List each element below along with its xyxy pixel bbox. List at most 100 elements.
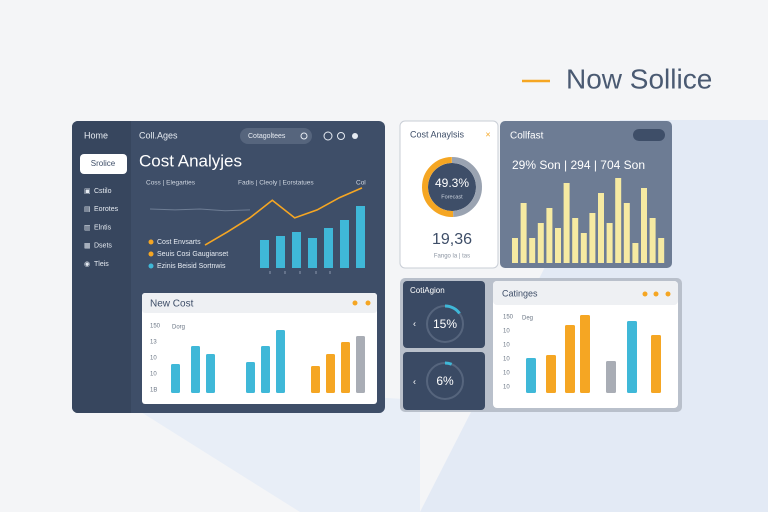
tab[interactable]: Coll.Ages — [139, 130, 178, 140]
close-icon[interactable]: × — [485, 129, 490, 139]
donut-remainder — [422, 157, 454, 217]
bar — [520, 203, 527, 263]
bar — [572, 218, 579, 263]
y-tick-label: 13 — [150, 340, 157, 346]
donut-label: 49.3% — [435, 176, 469, 190]
sidebar-button[interactable] — [80, 154, 127, 174]
gauge-title: CotiAgion — [410, 286, 445, 295]
bar — [171, 364, 180, 393]
menu-item[interactable]: Elntis — [94, 224, 112, 231]
icon[interactable] — [352, 133, 358, 139]
brand-title: Now Sollice — [566, 63, 712, 94]
gauge-arrow[interactable]: ‹ — [413, 318, 416, 328]
filter[interactable]: Coss | Elegarties — [146, 180, 196, 187]
bar — [546, 355, 556, 393]
bar — [563, 183, 570, 263]
bar — [555, 228, 561, 263]
card-legend: Deg — [522, 316, 533, 322]
bar — [627, 321, 637, 393]
sidebar-header: Home — [84, 130, 108, 140]
collfast-pill[interactable] — [633, 129, 665, 141]
gauge-arrow[interactable]: ‹ — [413, 376, 416, 386]
card-legend: Dorg — [172, 325, 185, 331]
y-tick-label: 10 — [503, 371, 510, 377]
bar — [615, 178, 622, 263]
bar — [260, 240, 269, 268]
menu-item[interactable]: Dsets — [94, 243, 112, 250]
bar — [529, 238, 536, 263]
menu-icon: ▤ — [84, 206, 91, 213]
menu-icon: ▣ — [84, 188, 91, 195]
sidebar-button-label[interactable]: Srolice — [91, 159, 116, 168]
menu-item[interactable]: Eorotes — [94, 206, 119, 213]
bar — [651, 335, 661, 393]
card-dot — [665, 291, 671, 297]
bar — [191, 346, 200, 393]
legend-swatch — [148, 251, 154, 257]
filter[interactable]: Fadis | Cleoly | Eorstatues — [238, 180, 314, 187]
bar — [580, 233, 587, 263]
icon[interactable] — [323, 131, 333, 141]
gauge-arc — [444, 361, 453, 366]
bar — [292, 232, 301, 268]
donut-caption: Forecast — [441, 194, 463, 200]
ratings-title: Catinges — [502, 288, 538, 298]
sidebar — [72, 121, 131, 413]
y-tick-label: 10 — [503, 357, 510, 363]
filter[interactable]: Col — [356, 180, 366, 187]
bar — [649, 218, 656, 263]
legend-label: Ezinis Beisid Sortnwis — [157, 263, 226, 270]
bar — [526, 358, 536, 393]
search-box[interactable] — [240, 128, 312, 144]
bar — [311, 366, 320, 393]
bar — [340, 220, 349, 268]
legend-swatch — [148, 239, 154, 245]
bar — [623, 203, 630, 263]
analysis-total: 19,36 — [432, 231, 472, 248]
gauge-card — [403, 281, 485, 348]
card-dot — [352, 300, 358, 306]
donut-arc — [451, 157, 482, 217]
bar — [606, 361, 616, 393]
bar — [276, 330, 285, 393]
card-title: New Cost — [150, 299, 194, 310]
bar — [589, 213, 596, 263]
y-tick-label: 10 — [503, 329, 510, 335]
legend-label: Cost Envsarts — [157, 239, 201, 246]
gauge-card — [403, 352, 485, 410]
analysis-sub: Fango la | tas — [434, 254, 470, 260]
bar — [356, 206, 365, 268]
donut-center — [428, 163, 476, 211]
bar — [324, 228, 333, 268]
analysis-title: Cost Anaylsis — [410, 129, 465, 139]
gauge-label: 15% — [433, 317, 457, 331]
card-dot — [653, 291, 659, 297]
bar — [546, 208, 553, 263]
legend-swatch — [148, 263, 154, 269]
bar — [261, 346, 270, 393]
bar — [658, 238, 665, 263]
legend-label: Seuis Cosi Gaugianset — [157, 251, 228, 258]
y-tick-label: 1B — [150, 388, 157, 394]
card-dot — [365, 300, 371, 306]
card-dot — [642, 291, 648, 297]
bar — [632, 243, 639, 263]
cost-line — [204, 187, 363, 246]
gauge-label: 6% — [436, 374, 454, 388]
main-title: Cost Analyjes — [139, 151, 242, 170]
menu-item[interactable]: Tleis — [94, 261, 109, 268]
bar — [341, 342, 350, 393]
menu-item[interactable]: Cstilo — [94, 188, 112, 195]
bar — [580, 315, 590, 393]
gauge-arc — [444, 304, 461, 315]
bar — [246, 362, 255, 393]
bar — [565, 325, 575, 393]
y-tick-label: 10 — [503, 343, 510, 349]
y-tick-label: 150 — [503, 315, 514, 321]
search-icon — [300, 132, 308, 140]
search-text[interactable]: Cotagoltees — [248, 133, 286, 140]
bar — [641, 188, 647, 263]
icon[interactable] — [337, 132, 345, 140]
y-tick-label: 10 — [150, 356, 157, 362]
